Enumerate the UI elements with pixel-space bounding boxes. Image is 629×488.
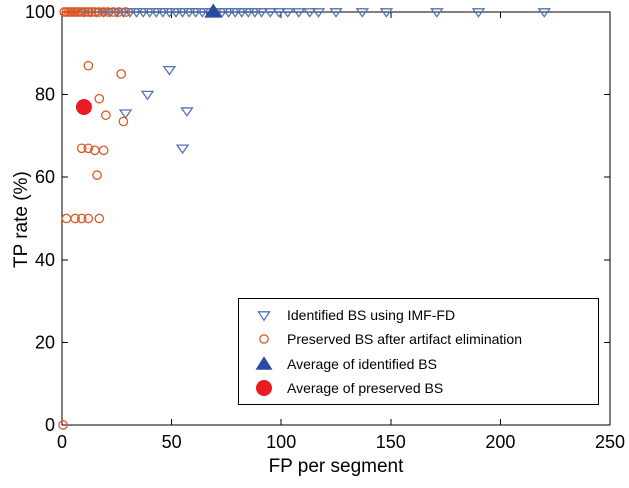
- circle-filled-icon: [256, 380, 272, 397]
- svg-text:0: 0: [45, 415, 55, 435]
- svg-text:150: 150: [376, 432, 406, 452]
- legend-entry-preserved-bs: Preserved BS after artifact elimination: [239, 330, 598, 348]
- series-average-of-preserved-bs: [75, 98, 92, 115]
- x-axis-label: FP per segment: [268, 456, 404, 477]
- y-axis-label: TP rate (%): [11, 171, 32, 268]
- circle-open-icon: [259, 334, 269, 345]
- svg-text:40: 40: [35, 250, 55, 270]
- legend-label-identified-bs: Identified BS using IMF-FD: [287, 306, 456, 323]
- svg-text:60: 60: [35, 167, 55, 187]
- series-preserved-bs-after-artifact-elimination: [58, 7, 131, 430]
- svg-text:50: 50: [162, 432, 182, 452]
- legend-label-average-identified: Average of identified BS: [287, 355, 437, 372]
- svg-text:250: 250: [595, 432, 625, 452]
- svg-text:100: 100: [25, 2, 55, 22]
- triangle-down-open-icon: [257, 310, 271, 322]
- triangle-up-filled-icon: [255, 355, 273, 370]
- x-tick-labels: 0 50 100 150 200 250: [57, 432, 625, 452]
- legend-label-average-preserved: Average of preserved BS: [287, 380, 444, 397]
- svg-text:200: 200: [485, 432, 515, 452]
- series-average-of-identified-bs: [204, 3, 223, 18]
- legend-entry-identified-bs: Identified BS using IMF-FD: [239, 306, 598, 324]
- legend-label-preserved-bs: Preserved BS after artifact elimination: [287, 331, 522, 348]
- axis-ticks: [61, 11, 611, 426]
- svg-text:80: 80: [35, 85, 55, 105]
- legend-entry-average-identified: Average of identified BS: [239, 355, 598, 373]
- svg-text:0: 0: [57, 432, 67, 452]
- legend: Identified BS using IMF-FD Preserved BS …: [238, 298, 599, 405]
- legend-entry-average-preserved: Average of preserved BS: [239, 379, 598, 397]
- svg-text:20: 20: [35, 332, 55, 352]
- y-tick-labels: 0 20 40 60 80 100: [25, 2, 55, 435]
- svg-text:100: 100: [266, 432, 296, 452]
